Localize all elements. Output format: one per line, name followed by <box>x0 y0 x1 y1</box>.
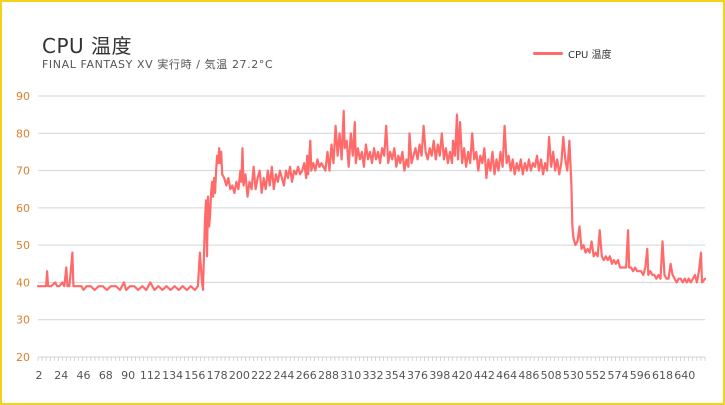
x-tick-label: 508 <box>541 369 562 382</box>
x-tick-label: 288 <box>318 369 339 382</box>
legend: CPU 温度 <box>533 46 612 61</box>
y-tick-labels: 20 30 40 50 60 70 80 90 <box>16 90 30 364</box>
x-tick-label: 640 <box>674 369 695 382</box>
x-tick-label: 442 <box>474 369 495 382</box>
x-tick-label: 420 <box>452 369 473 382</box>
x-tick-label: 596 <box>630 369 651 382</box>
chart-title: CPU 温度 <box>42 34 133 58</box>
x-tick-label: 530 <box>563 369 584 382</box>
x-tick-label: 156 <box>184 369 205 382</box>
x-tick-label: 200 <box>229 369 250 382</box>
x-tick-label: 464 <box>496 369 517 382</box>
x-tick-label: 618 <box>652 369 673 382</box>
x-tick-label: 222 <box>251 369 272 382</box>
x-tick-label: 332 <box>363 369 384 382</box>
y-tick-label: 20 <box>16 351 30 364</box>
x-tick-label: 244 <box>273 369 294 382</box>
legend-label: CPU 温度 <box>568 50 612 61</box>
x-tick-label: 266 <box>296 369 317 382</box>
x-tick-label: 486 <box>518 369 539 382</box>
x-tick-label: 178 <box>207 369 228 382</box>
series-layer <box>36 109 707 291</box>
x-tick-label: 112 <box>140 369 161 382</box>
x-tick-label: 398 <box>429 369 450 382</box>
y-tick-label: 80 <box>16 127 30 140</box>
y-tick-label: 30 <box>16 314 30 327</box>
x-tick-label: 376 <box>407 369 428 382</box>
gridlines <box>38 95 705 358</box>
x-tick-label: 552 <box>585 369 606 382</box>
x-tick-label: 2 <box>36 369 43 382</box>
x-tick-label: 134 <box>162 369 183 382</box>
x-tick-label: 24 <box>54 369 68 382</box>
x-minor-ticks <box>37 357 706 361</box>
x-tick-labels: 2 24 46 68 90 112 134 156 178 200 222 244 266 288 310 3… <box>36 369 696 382</box>
chart-subtitle: FINAL FANTASY XV 実行時 / 気温 27.2°C <box>42 58 274 71</box>
y-tick-label: 50 <box>16 239 30 252</box>
x-tick-label: 354 <box>385 369 406 382</box>
series-line <box>36 109 707 291</box>
x-tick-label: 68 <box>99 369 113 382</box>
y-tick-label: 40 <box>16 276 30 289</box>
x-tick-label: 574 <box>607 369 628 382</box>
y-tick-label: 70 <box>16 165 30 178</box>
x-tick-label: 310 <box>340 369 361 382</box>
y-tick-label: 60 <box>16 202 30 215</box>
x-tick-label: 46 <box>77 369 91 382</box>
x-tick-label: 90 <box>121 369 135 382</box>
legend-swatch <box>533 52 563 55</box>
y-tick-label: 90 <box>16 90 30 103</box>
